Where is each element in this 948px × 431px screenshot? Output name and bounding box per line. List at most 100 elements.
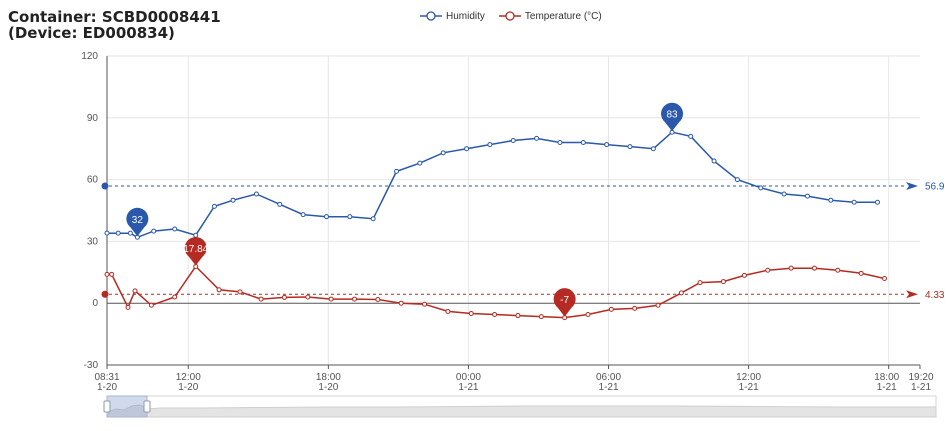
temperature-data-point — [104, 271, 110, 277]
temperature-data-point — [172, 294, 178, 300]
temperature-data-point — [788, 265, 794, 271]
average-lines: 56.9 4.33 — [101, 181, 945, 301]
x-tick-date: 1-21 — [877, 382, 897, 393]
humidity-data-point — [804, 193, 810, 199]
humidity-data-point — [417, 160, 423, 166]
temperature-data-point — [375, 296, 381, 302]
temperature-data-point — [585, 312, 591, 318]
humidity-data-point — [781, 191, 787, 197]
temperature-data-point — [608, 306, 614, 312]
temperature-data-point — [398, 300, 404, 306]
temperature-data-point — [655, 302, 661, 308]
humidity-data-point — [253, 191, 259, 197]
page-title: Container: SCBD0008441 (Device: ED000834… — [8, 9, 368, 41]
humidity-data-point — [394, 168, 400, 174]
humidity-data-point — [711, 158, 717, 164]
temperature-series-line — [107, 265, 885, 319]
legend-item-humidity[interactable]: Humidity — [420, 10, 485, 22]
humidity-data-point — [323, 214, 329, 220]
temperature-min-pin-label: -7 — [560, 295, 569, 306]
x-tick-date: 1-21 — [599, 382, 619, 393]
temperature-data-point — [632, 305, 638, 311]
device-subtitle: (Device: ED000834) — [8, 24, 175, 42]
y-tick-label: 90 — [87, 113, 99, 124]
temperature-data-point — [258, 296, 264, 302]
temperature-data-point — [216, 287, 222, 293]
humidity-data-point — [604, 142, 610, 148]
humidity-data-point — [277, 201, 283, 207]
x-tick-date: 1-21 — [739, 382, 759, 393]
zoom-left-handle[interactable] — [103, 400, 111, 413]
chart-legend: Humidity Temperature (°C) — [420, 7, 602, 25]
humidity-max-pin-label: 83 — [666, 110, 678, 121]
humidity-data-point — [580, 140, 586, 146]
temperature-data-point — [109, 271, 115, 277]
legend-label-humidity: Humidity — [446, 10, 485, 22]
humidity-min-pin-shape — [126, 207, 149, 237]
temperature-max-pin-label: 17.84 — [183, 244, 208, 255]
temperature-data-point — [281, 294, 287, 300]
humidity-series-line — [107, 131, 878, 239]
temperature-data-point — [858, 270, 864, 276]
x-tick-time: 18:00 — [874, 372, 899, 383]
humidity-data-point — [151, 228, 157, 234]
temperature-data-point — [351, 296, 357, 302]
x-tick-time: 19:20 — [908, 372, 933, 383]
temperature-data-point — [882, 275, 888, 281]
chart-series — [104, 129, 888, 321]
humidity-data-point — [104, 230, 110, 236]
humidity-data-point — [440, 150, 446, 156]
chart-markers: 83 32 17.84 -7 — [126, 102, 684, 317]
humidity-max-pin-shape — [661, 102, 684, 132]
temperature-data-point — [305, 294, 311, 300]
temperature-data-point — [720, 279, 726, 285]
y-tick-label: 60 — [87, 175, 99, 186]
container-title: Container: SCBD0008441 — [8, 8, 221, 26]
humidity-legend-icon — [420, 11, 442, 21]
x-tick-time: 12:00 — [736, 372, 761, 383]
chart-grid — [107, 55, 920, 366]
legend-item-temperature[interactable]: Temperature (°C) — [498, 10, 602, 22]
y-tick-label: -30 — [84, 360, 99, 371]
humidity-data-point — [300, 212, 306, 218]
humidity-min-pin-label: 32 — [132, 215, 144, 226]
x-tick-date: 1-21 — [911, 382, 931, 393]
temperature-data-point — [678, 290, 684, 296]
temperature-min-pin-shape — [553, 288, 576, 317]
x-tick-date: 1-21 — [458, 382, 478, 393]
humidity-data-point — [627, 144, 633, 150]
humidity-average-arrow — [906, 181, 918, 190]
temperature-data-point — [148, 302, 154, 308]
temperature-data-point — [328, 296, 334, 302]
humidity-data-point — [487, 142, 493, 148]
humidity-data-point — [172, 226, 178, 232]
temperature-data-point — [515, 313, 521, 319]
humidity-data-point — [688, 133, 694, 139]
temperature-average-arrow — [906, 290, 918, 299]
humidity-data-point — [875, 199, 881, 205]
humidity-data-point — [650, 146, 656, 152]
legend-label-temperature: Temperature (°C) — [524, 10, 602, 22]
temperature-data-point — [741, 272, 747, 278]
humidity-data-point — [534, 135, 540, 141]
temperature-data-point — [538, 314, 544, 320]
x-tick-date: 1-20 — [97, 382, 117, 393]
temperature-max-pin-shape — [184, 236, 207, 266]
humidity-data-point — [230, 197, 236, 203]
temperature-data-point — [422, 301, 428, 307]
temperature-min-pin: -7 — [553, 288, 576, 317]
temperature-average-label: 4.33 — [925, 290, 945, 301]
humidity-data-point — [734, 177, 740, 183]
zoom-slider[interactable] — [103, 395, 937, 418]
humidity-data-point — [193, 232, 199, 238]
humidity-data-point — [347, 214, 353, 220]
x-tick-time: 08:31 — [94, 372, 119, 383]
zoom-right-handle[interactable] — [143, 400, 151, 413]
x-tick-time: 12:00 — [176, 372, 201, 383]
y-tick-label: 0 — [92, 298, 98, 309]
humidity-data-point — [557, 140, 563, 146]
temperature-data-point — [445, 308, 451, 314]
humidity-data-point — [211, 203, 217, 209]
temperature-max-pin: 17.84 — [183, 236, 209, 266]
